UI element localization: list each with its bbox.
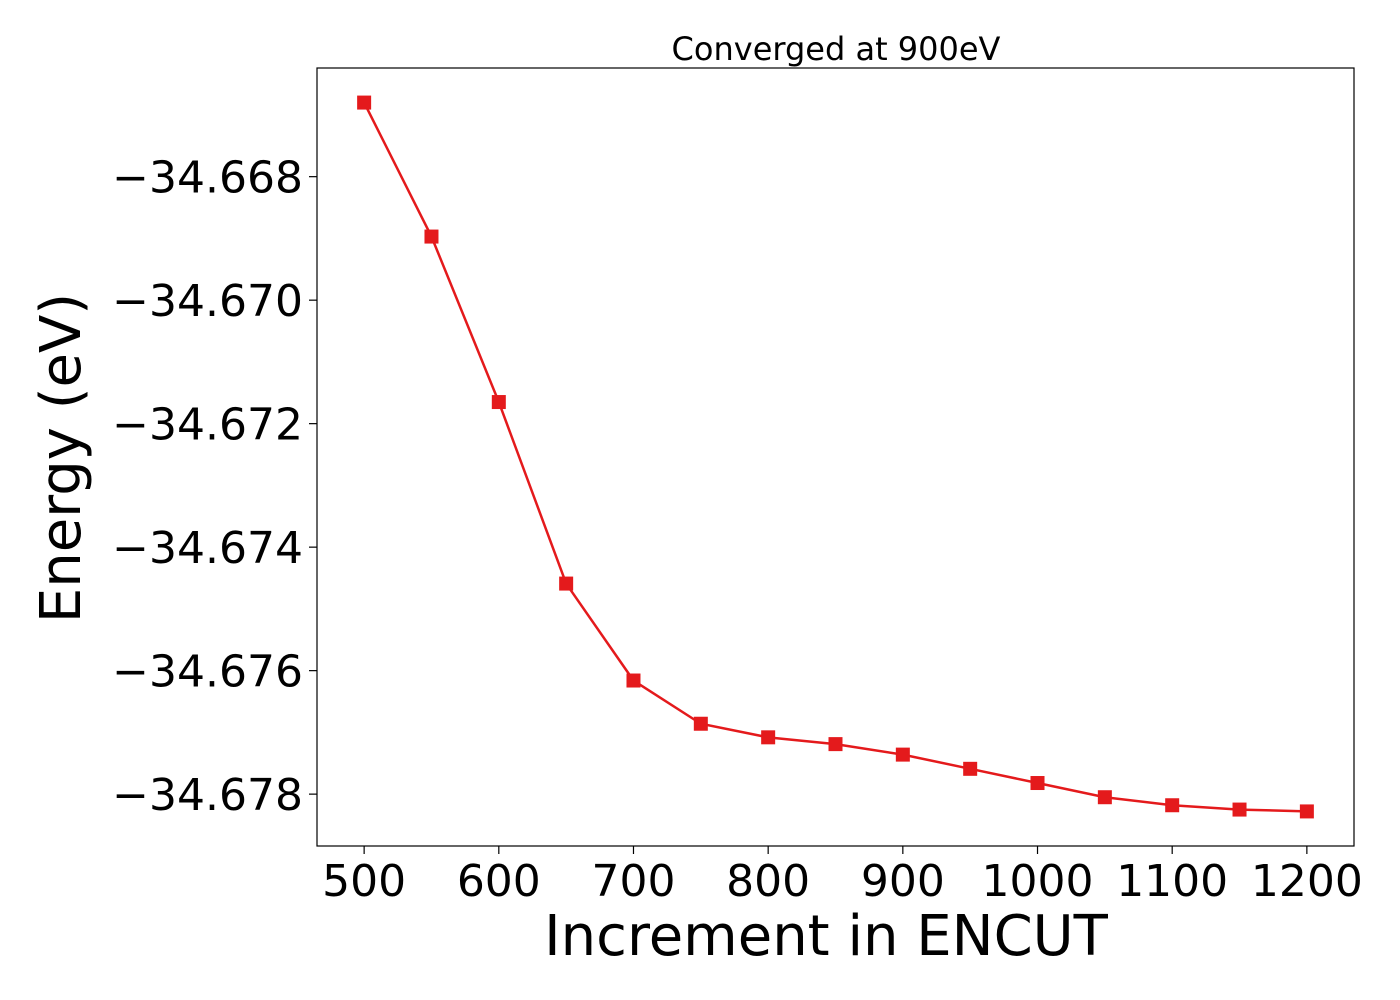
x-tick-label: 600	[457, 856, 541, 907]
series-group	[357, 95, 1314, 819]
data-point	[1232, 802, 1247, 817]
x-axis-label: Increment in ENCUT	[544, 904, 1109, 969]
x-tick-label: 500	[322, 856, 406, 907]
y-axis-label: Energy (eV)	[29, 293, 94, 623]
series-line	[363, 102, 1307, 813]
y-tick-label: −34.674	[112, 523, 303, 574]
y-tick-label: −34.676	[112, 647, 303, 698]
chart-title: Converged at 900eV	[672, 30, 1001, 68]
x-tick-label: 800	[726, 856, 810, 907]
data-point	[895, 747, 910, 762]
x-tick-label: 1000	[982, 856, 1094, 907]
data-point	[1299, 804, 1314, 819]
y-tick-label: −34.678	[112, 770, 303, 821]
x-tick-label: 1200	[1251, 856, 1363, 907]
y-axis: −34.668 −34.670 −34.672 −34.674 −34.676 −34.6…	[112, 153, 317, 821]
x-tick-label: 1100	[1116, 856, 1228, 907]
data-point	[1030, 776, 1045, 791]
x-tick-label: 900	[861, 856, 945, 907]
data-point	[357, 95, 372, 110]
y-tick-label: −34.668	[112, 153, 303, 204]
x-tick-label: 700	[591, 856, 675, 907]
data-point	[491, 395, 506, 410]
data-point	[1165, 798, 1180, 813]
data-point	[828, 737, 843, 752]
data-point	[424, 229, 439, 244]
data-point	[626, 673, 641, 688]
data-point	[559, 576, 574, 591]
plot-area	[316, 67, 1355, 847]
y-tick-label: −34.670	[112, 276, 303, 327]
x-axis: 500 600 700 800 900 1000 1100 1200	[322, 846, 1363, 907]
data-point	[963, 761, 978, 776]
y-tick-label: −34.672	[112, 400, 303, 451]
data-point	[693, 716, 708, 731]
data-point	[1097, 790, 1112, 805]
data-point	[761, 730, 776, 745]
